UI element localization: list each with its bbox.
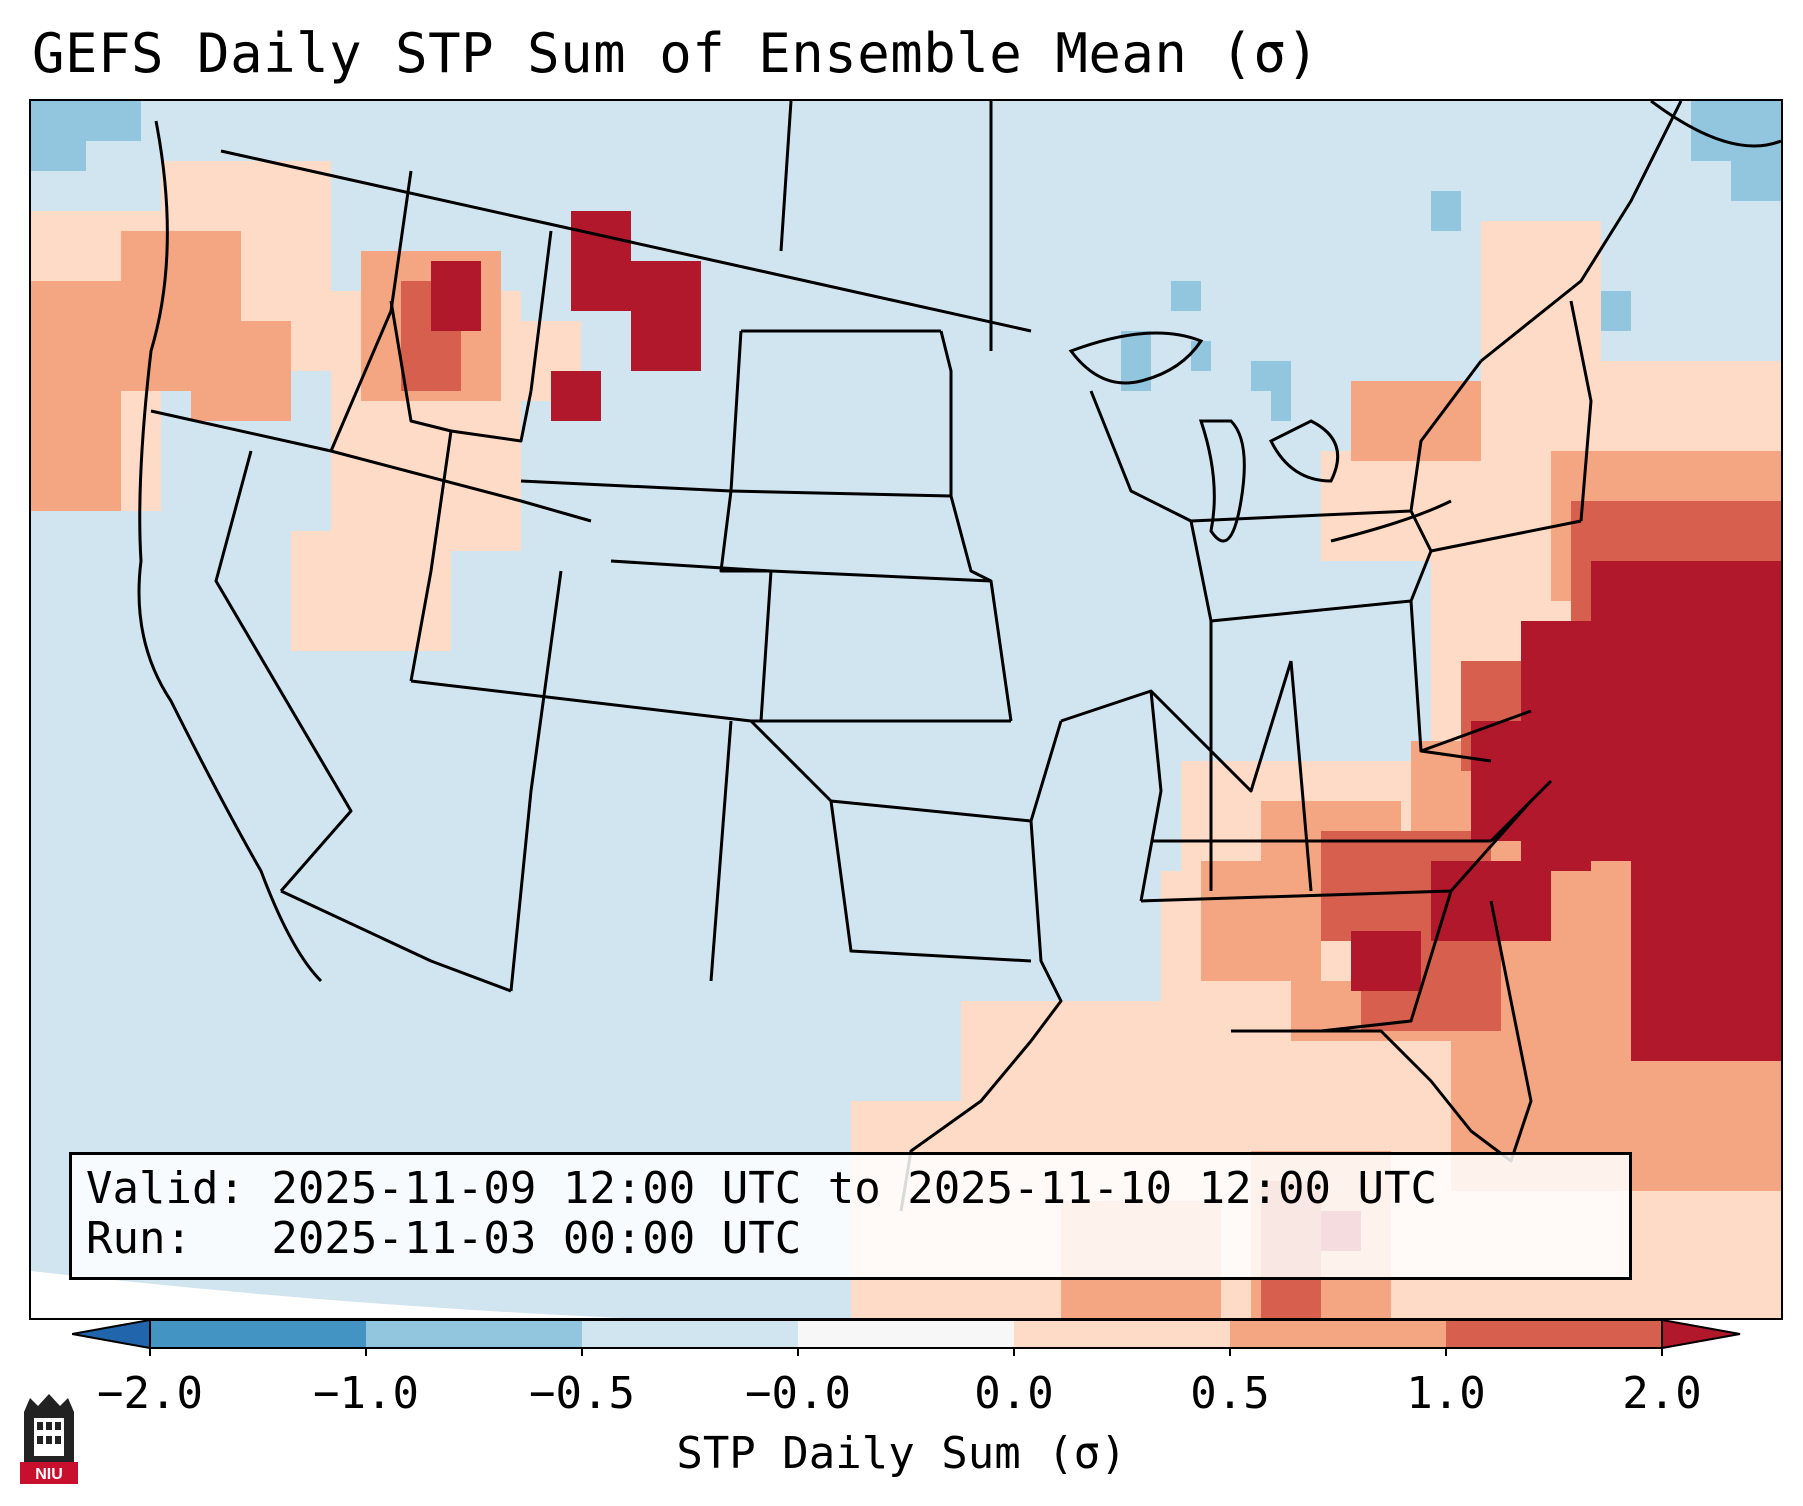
colorbar-bin: [366, 1320, 582, 1348]
colorbar-bins: [72, 1318, 1741, 1356]
colorbar-tick-label: 1.0: [1406, 1368, 1486, 1419]
negative-anomaly-patches: [31, 101, 1781, 421]
colorbar-tick-label: −1.0: [313, 1368, 419, 1419]
valid-time-text: Valid: 2025-11-09 12:00 UTC to 2025-11-1…: [86, 1163, 1438, 1214]
map-panel: Valid: 2025-11-09 12:00 UTC to 2025-11-1…: [29, 99, 1783, 1320]
chart-title: GEFS Daily STP Sum of Ensemble Mean (σ): [32, 22, 1320, 85]
colorbar-bin: [1446, 1320, 1662, 1348]
map-canvas: [31, 101, 1781, 1318]
niu-logo-icon: NIU: [20, 1394, 78, 1484]
colorbar-tick-label: −0.0: [745, 1368, 851, 1419]
colorbar-bin: [1230, 1320, 1446, 1348]
colorbar: [72, 1318, 1741, 1356]
max-positive-patches: [431, 211, 1781, 1251]
valid-time-box: Valid: 2025-11-09 12:00 UTC to 2025-11-1…: [69, 1152, 1632, 1280]
great-lakes-outline: [1068, 331, 1452, 543]
colorbar-bin: [582, 1320, 798, 1348]
colorbar-tick-label: 2.0: [1622, 1368, 1702, 1419]
logo-text: NIU: [35, 1466, 63, 1483]
state-boundaries: [137, 101, 1781, 1212]
colorbar-outline: [149, 1319, 1663, 1349]
colorbar-bin: [150, 1320, 366, 1348]
colorbar-label: STP Daily Sum (σ): [676, 1428, 1127, 1479]
colorbar-tick-label: −2.0: [97, 1368, 203, 1419]
colorbar-tick-label: 0.5: [1190, 1368, 1270, 1419]
colorbar-bin: [1014, 1320, 1230, 1348]
colorbar-tick-label: 0.0: [974, 1368, 1054, 1419]
colorbar-under-arrow: [72, 1318, 151, 1350]
colorbar-over-arrow: [1661, 1318, 1741, 1350]
colorbar-tick-label: −0.5: [529, 1368, 635, 1419]
colorbar-bin: [798, 1320, 1014, 1348]
run-time-text: Run: 2025-11-03 00:00 UTC: [86, 1213, 802, 1264]
